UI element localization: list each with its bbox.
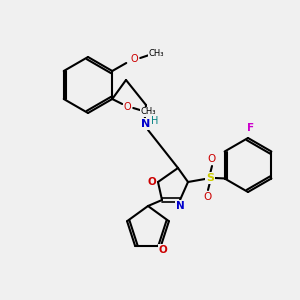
Text: O: O xyxy=(123,102,131,112)
Text: CH₃: CH₃ xyxy=(148,49,164,58)
Text: N: N xyxy=(141,119,151,129)
Text: F: F xyxy=(248,123,255,133)
Text: O: O xyxy=(159,245,167,255)
Text: CH₃: CH₃ xyxy=(140,107,156,116)
Text: O: O xyxy=(208,154,216,164)
Text: O: O xyxy=(204,192,212,202)
Text: S: S xyxy=(206,173,214,183)
Text: N: N xyxy=(176,201,184,211)
Text: O: O xyxy=(130,54,138,64)
Text: H: H xyxy=(151,116,159,126)
Text: O: O xyxy=(148,177,156,187)
